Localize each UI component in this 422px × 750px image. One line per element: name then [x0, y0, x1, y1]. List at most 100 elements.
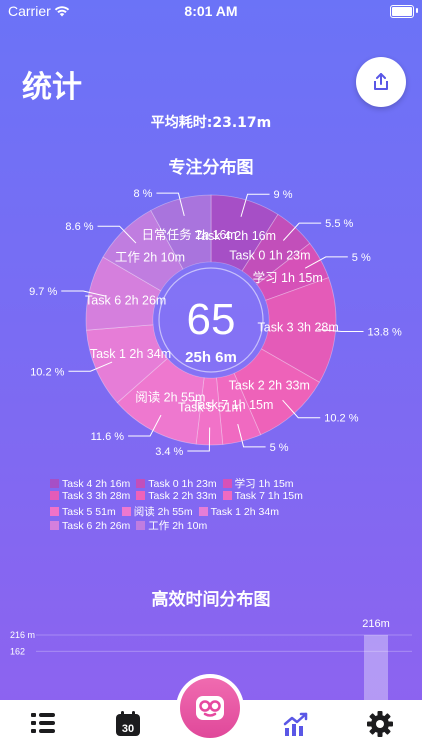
legend-item: 阅读 2h 55m: [121, 504, 193, 519]
legend-label: Task 2 2h 33m: [148, 490, 217, 502]
legend-label: 工作 2h 10m: [148, 520, 208, 532]
y-tick-label: 162: [10, 646, 25, 656]
tab-statistics[interactable]: [282, 710, 310, 738]
legend-item: Task 7 1h 15m: [222, 490, 303, 502]
legend-item: Task 3 3h 28m: [50, 490, 130, 502]
chart-trend-icon: [283, 712, 308, 736]
efficient-time-chart: 216 m 162 216m: [10, 618, 412, 700]
legend-row: Task 4 2h 16m Task 0 1h 23m 学习 1h 15m: [50, 476, 380, 490]
legend-swatch: [50, 491, 59, 500]
focus-donut-chart: 65 25h 6m Task 4 2h 16m 9 % Task 0 1h 23m 5.5…: [29, 188, 402, 458]
legend-label: Task 0 1h 23m: [148, 478, 217, 490]
slice-percent: 10.2 %: [30, 366, 64, 378]
legend-item: Task 1 2h 34m: [198, 506, 279, 518]
slice-percent: 13.8 %: [367, 327, 401, 339]
legend-swatch: [50, 521, 59, 530]
legend-label: 学习 1h 15m: [234, 478, 294, 490]
slice-label: Task 6 2h 26m: [85, 294, 166, 308]
slice-leader-line: [240, 193, 270, 217]
donut-inner-ring: [158, 267, 264, 373]
slice-percent: 10.2 %: [324, 413, 358, 425]
slice-leader-line: [304, 256, 348, 269]
status-bar: Carrier 8:01 AM: [0, 0, 422, 22]
donut-hole: [153, 262, 269, 378]
slice-leader-line: [68, 361, 113, 372]
legend-swatch: [136, 491, 146, 500]
battery-icon: [390, 5, 414, 18]
legend-swatch: [121, 507, 131, 516]
slice-label: Task 5 51m: [178, 400, 242, 414]
legend-label: Task 1 2h 34m: [210, 506, 279, 518]
slice-label: 工作 2h 10m: [115, 250, 185, 264]
legend-item: 学习 1h 15m: [222, 476, 294, 491]
page-title: 统计: [22, 70, 82, 105]
slice-label: Task 2 2h 33m: [229, 378, 310, 392]
carrier-label: Carrier: [8, 3, 51, 19]
slice-percent: 3.4 %: [155, 446, 183, 458]
slice-percent: 11.6 %: [91, 431, 125, 443]
efficient-section-title: 高效时间分布图: [151, 590, 271, 610]
center-subtitle: 25h 6m: [185, 349, 237, 366]
focus-timer-button[interactable]: [176, 674, 244, 742]
legend-label: Task 4 2h 16m: [62, 478, 131, 490]
legend-swatch: [198, 507, 208, 516]
share-icon: [374, 73, 388, 90]
slice-label: Task 4 2h 16m: [195, 229, 276, 243]
wifi-icon: [54, 6, 70, 17]
slice-leader-line: [61, 290, 107, 297]
legend-label: 阅读 2h 55m: [133, 506, 193, 518]
slice-label: Task 1 2h 34m: [90, 347, 171, 361]
slice-leader-line: [156, 192, 185, 217]
battery-cap: [416, 8, 418, 13]
slice-label: Task 7 1h 15m: [192, 398, 273, 412]
list-icon: [31, 713, 55, 733]
legend-row: Task 3 3h 28m Task 2 2h 33m Task 7 1h 15m: [50, 490, 380, 504]
legend-item: Task 2 2h 33m: [136, 490, 217, 502]
calendar-30-text: 30: [122, 723, 134, 735]
calendar-30-icon: 30: [116, 711, 140, 736]
share-button[interactable]: [356, 57, 406, 107]
tab-list[interactable]: [30, 710, 58, 738]
slice-label: 阅读 2h 55m: [135, 390, 205, 404]
histogram-bar: [364, 635, 388, 700]
legend-item: 工作 2h 10m: [136, 518, 207, 533]
bar-value-label: 216m: [362, 618, 390, 630]
slice-leader-line: [128, 414, 162, 437]
slice-label: Task 0 1h 23m: [229, 248, 310, 262]
legend-swatch: [50, 479, 59, 488]
slice-percent: 5.5 %: [325, 218, 353, 230]
slice-percent: 5 %: [352, 252, 371, 264]
legend-label: Task 6 2h 26m: [62, 520, 131, 532]
tab-settings[interactable]: [366, 710, 394, 738]
y-tick-label: 216 m: [10, 630, 35, 640]
legend-label: Task 5 51m: [62, 506, 116, 518]
focus-section-title: 专注分布图: [168, 158, 254, 178]
slice-label: Task 3 3h 28m: [258, 321, 339, 335]
tab-calendar[interactable]: 30: [114, 710, 142, 738]
legend-swatch: [50, 507, 59, 516]
legend-item: Task 5 51m: [50, 506, 116, 518]
legend-row: Task 6 2h 26m 工作 2h 10m: [50, 518, 380, 532]
legend-swatch: [136, 521, 146, 530]
legend-item: Task 6 2h 26m: [50, 520, 130, 532]
legend-swatch: [222, 491, 232, 500]
robot-face-icon: [196, 696, 224, 720]
slice-leader-line: [282, 222, 322, 241]
slice-percent: 5 %: [270, 442, 289, 454]
chart-legend: Task 4 2h 16m Task 0 1h 23m 学习 1h 15m Task …: [50, 476, 380, 532]
legend-label: Task 7 1h 15m: [234, 490, 303, 502]
slice-label: 日常任务 2h 16m: [142, 227, 237, 242]
center-value: 65: [187, 295, 236, 344]
legend-row: Task 5 51m 阅读 2h 55m Task 1 2h 34m: [50, 504, 380, 518]
slice-label: 学习 1h 15m: [253, 270, 323, 285]
legend-label: Task 3 3h 28m: [62, 490, 131, 502]
slice-leader-line: [97, 225, 137, 244]
gear-icon: [367, 711, 393, 737]
slice-percent: 8.6 %: [65, 221, 93, 233]
slice-percent: 9.7 %: [29, 286, 57, 298]
slice-leader-line: [187, 427, 211, 452]
slice-percent: 8 %: [133, 188, 152, 200]
slice-leader-line: [237, 423, 266, 448]
average-time: 平均耗时:23.17m: [150, 115, 272, 131]
legend-swatch: [222, 479, 232, 488]
